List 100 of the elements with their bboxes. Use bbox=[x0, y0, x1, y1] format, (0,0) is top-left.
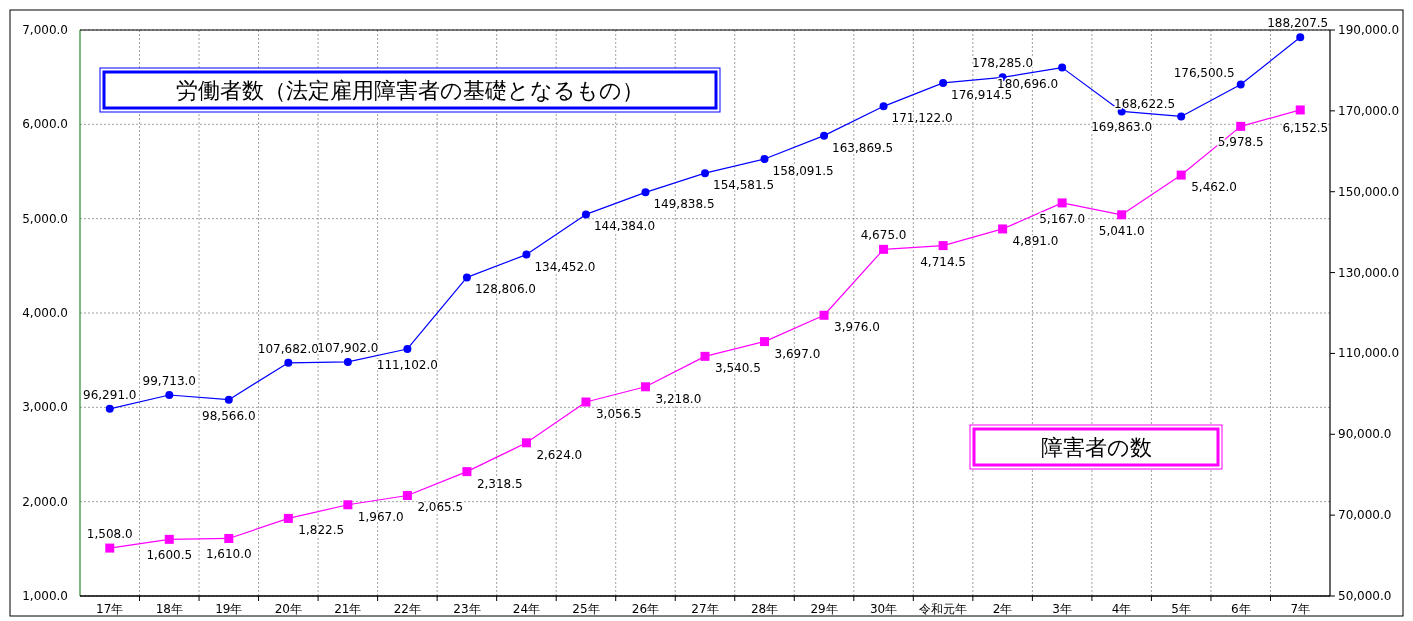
point bbox=[1236, 80, 1245, 89]
point bbox=[343, 357, 352, 366]
data-label: 154,581.5 bbox=[713, 178, 775, 193]
data-label: 4,714.5 bbox=[920, 254, 966, 269]
data-label: 2,065.5 bbox=[417, 500, 464, 515]
point bbox=[640, 382, 650, 392]
point bbox=[1117, 210, 1127, 220]
data-label: 3,976.0 bbox=[834, 320, 880, 335]
x-tick-label: 4年 bbox=[1111, 602, 1132, 616]
x-tick-label: 25年 bbox=[572, 602, 600, 616]
y-tick-label: 2,000.0 bbox=[22, 494, 68, 509]
data-label: 3,218.0 bbox=[655, 391, 702, 406]
x-tick-label: 3年 bbox=[1052, 602, 1072, 616]
x-tick-label: 29年 bbox=[810, 602, 838, 616]
y-tick-label: 6,000.0 bbox=[22, 117, 68, 132]
point bbox=[938, 241, 948, 251]
x-tick-label: 19年 bbox=[215, 602, 243, 616]
point bbox=[224, 395, 233, 404]
data-label: 158,091.5 bbox=[772, 164, 834, 178]
y2-tick-label: 130,000.0 bbox=[1338, 265, 1400, 280]
point bbox=[879, 102, 888, 111]
data-label: 98,566.0 bbox=[202, 408, 256, 423]
y2-tick-label: 70,000.0 bbox=[1338, 508, 1392, 523]
y2-tick-label: 90,000.0 bbox=[1338, 427, 1392, 442]
point bbox=[819, 310, 829, 320]
point bbox=[1058, 63, 1067, 72]
data-label: 3,056.5 bbox=[595, 407, 642, 421]
x-tick-label: 21年 bbox=[334, 602, 362, 616]
data-label: 99,713.0 bbox=[142, 374, 196, 389]
point bbox=[521, 438, 531, 448]
x-tick-label: 5年 bbox=[1171, 602, 1192, 616]
data-label: 2,318.5 bbox=[476, 476, 523, 491]
point bbox=[105, 404, 114, 413]
x-tick-label: 6年 bbox=[1230, 602, 1251, 616]
point bbox=[462, 467, 472, 477]
x-tick-label: 7年 bbox=[1290, 602, 1311, 616]
data-label: 107,902.0 bbox=[317, 340, 379, 355]
point bbox=[760, 337, 770, 347]
y2-tick-label: 150,000.0 bbox=[1338, 184, 1400, 199]
data-label: 134,452.0 bbox=[534, 259, 596, 274]
x-tick-label: 令和元年 bbox=[919, 602, 968, 616]
point bbox=[641, 188, 650, 197]
point bbox=[343, 500, 353, 510]
data-label: 128,806.0 bbox=[474, 282, 536, 297]
point bbox=[1296, 33, 1305, 42]
point bbox=[1057, 198, 1067, 208]
data-label: 5,167.0 bbox=[1039, 211, 1086, 226]
data-label: 107,682.0 bbox=[257, 341, 319, 356]
data-label: 176,500.5 bbox=[1173, 65, 1235, 80]
point bbox=[1236, 121, 1246, 131]
data-label: 144,384.0 bbox=[593, 219, 656, 234]
data-label: 1,822.5 bbox=[298, 523, 345, 538]
point bbox=[105, 543, 115, 553]
data-label: 149,838.5 bbox=[653, 197, 715, 212]
point bbox=[284, 358, 293, 367]
y-tick-label: 4,000.0 bbox=[22, 306, 68, 320]
x-tick-label: 22年 bbox=[393, 602, 422, 616]
data-label: 3,697.0 bbox=[774, 346, 821, 361]
point bbox=[701, 169, 709, 178]
y2-tick-label: 190,000.0 bbox=[1338, 23, 1400, 37]
data-label: 1,967.0 bbox=[357, 509, 404, 524]
data-label: 96,291.0 bbox=[83, 387, 137, 402]
point bbox=[164, 534, 174, 544]
data-label: 1,508.0 bbox=[86, 527, 133, 542]
x-tick-label: 18年 bbox=[155, 602, 183, 616]
point bbox=[402, 490, 412, 500]
data-label: 168,622.5 bbox=[1114, 97, 1176, 112]
point bbox=[939, 78, 948, 87]
point bbox=[1295, 105, 1305, 115]
x-tick-label: 17年 bbox=[96, 602, 124, 616]
text: 労働者数（法定雇用障害者の基礎となるもの） bbox=[176, 78, 644, 103]
y2-tick-label: 170,000.0 bbox=[1338, 103, 1400, 118]
point bbox=[1176, 170, 1186, 180]
data-label: 2,624.0 bbox=[536, 447, 583, 462]
data-label: 188,207.5 bbox=[1267, 16, 1329, 31]
data-label: 4,675.0 bbox=[860, 228, 907, 243]
x-tick-label: 24年 bbox=[512, 602, 541, 616]
data-label: 5,041.0 bbox=[1098, 223, 1145, 238]
x-tick-label: 28年 bbox=[750, 602, 779, 616]
data-label: 4,891.0 bbox=[1012, 233, 1059, 248]
x-tick-label: 20年 bbox=[274, 602, 302, 616]
data-label: 1,600.5 bbox=[146, 548, 193, 563]
data-label: 171,122.0 bbox=[891, 111, 953, 126]
data-label: 178,285.0 bbox=[972, 56, 1034, 71]
point bbox=[224, 533, 234, 543]
x-tick-label: 30年 bbox=[869, 602, 898, 616]
data-label: 5,462.0 bbox=[1191, 180, 1237, 195]
y-tick-label: 3,000.0 bbox=[22, 400, 68, 415]
point bbox=[403, 344, 412, 353]
point bbox=[879, 244, 889, 254]
data-label: 6,152.5 bbox=[1282, 120, 1329, 135]
y2-tick-label: 110,000.0 bbox=[1338, 346, 1400, 361]
data-label: 3,540.5 bbox=[715, 361, 761, 376]
y-tick-label: 5,000.0 bbox=[22, 211, 68, 226]
y2-tick-label: 50,000.0 bbox=[1338, 589, 1392, 603]
point bbox=[700, 351, 710, 361]
data-label: 169,863.0 bbox=[1091, 120, 1153, 135]
point bbox=[820, 131, 829, 140]
data-label: 163,869.5 bbox=[832, 140, 894, 155]
data-label: 5,978.5 bbox=[1217, 135, 1264, 150]
